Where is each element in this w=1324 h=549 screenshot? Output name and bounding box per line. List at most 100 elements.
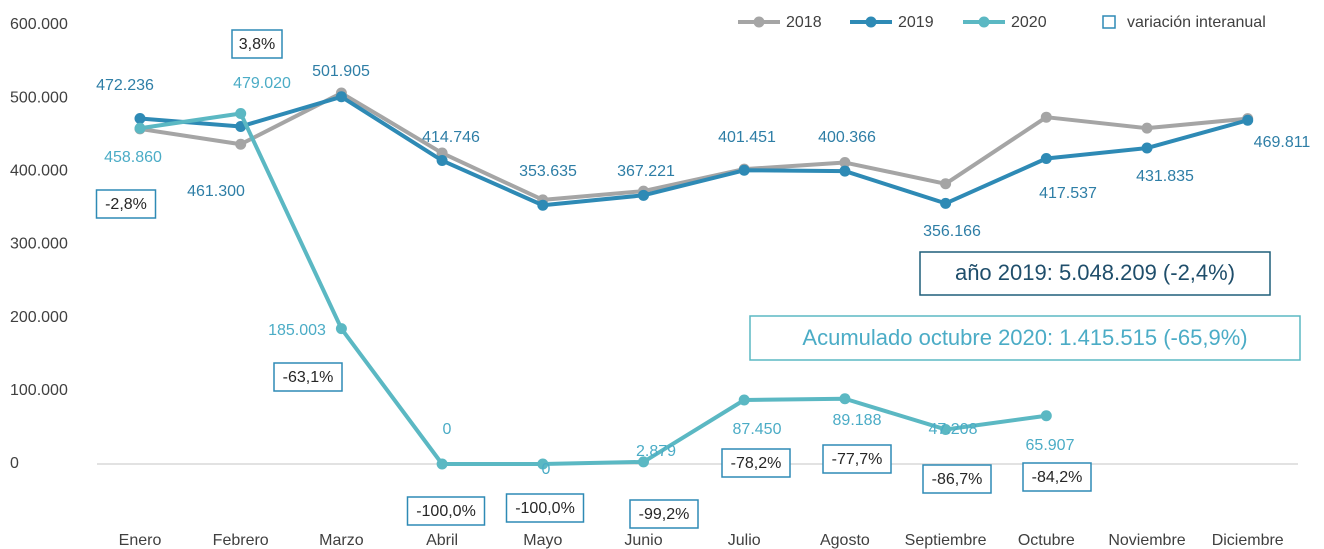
x-tick-label: Diciembre: [1212, 532, 1284, 549]
x-tick-label: Febrero: [213, 532, 269, 549]
data-label: 0: [443, 421, 452, 438]
variation-label: -77,7%: [832, 451, 883, 468]
variation-box: [822, 444, 892, 474]
point: [738, 164, 750, 176]
x-tick-label: Noviembre: [1108, 532, 1185, 549]
y-tick-label: 200.000: [10, 309, 68, 326]
variation-box: [629, 499, 699, 529]
data-label: 89.188: [833, 412, 882, 429]
x-tick-label: Julio: [728, 532, 761, 549]
variation-label: -78,2%: [731, 455, 782, 472]
point: [839, 165, 851, 177]
point: [134, 112, 146, 124]
variation-label: -99,2%: [639, 506, 690, 523]
point: [1040, 153, 1052, 165]
data-label: 367.221: [617, 163, 675, 180]
data-label: 469.811: [1254, 134, 1311, 151]
point: [1141, 122, 1153, 134]
x-tick-label: Mayo: [523, 532, 562, 549]
point: [134, 122, 146, 134]
variation-box: [1022, 462, 1092, 492]
x-tick-label: Abril: [426, 532, 458, 549]
data-label: 2.879: [636, 443, 676, 460]
y-tick-label: 600.000: [10, 16, 68, 33]
data-label: 185.003: [268, 322, 326, 339]
data-label: 501.905: [312, 63, 370, 80]
point: [839, 157, 851, 169]
variation-label: -63,1%: [283, 369, 334, 386]
point: [1242, 114, 1254, 126]
data-label: 417.537: [1039, 185, 1097, 202]
data-label: 458.860: [104, 149, 162, 166]
legend-marker: [1102, 15, 1116, 29]
data-label: 353.635: [519, 163, 577, 180]
point: [1141, 142, 1153, 154]
point: [335, 323, 347, 335]
point: [940, 423, 952, 435]
point: [436, 458, 448, 470]
data-label: 461.300: [187, 183, 245, 200]
data-label: 87.450: [733, 421, 782, 438]
data-label: 47.208: [929, 421, 978, 438]
annotation: año 2019: 5.048.209 (-2,4%): [955, 260, 1235, 285]
legend-label: variación interanual: [1127, 14, 1266, 31]
annotation: Acumulado octubre 2020: 1.415.515 (-65,9…: [802, 325, 1247, 350]
series-line: [139, 111, 1047, 466]
legend-marker: [865, 16, 877, 28]
data-label: 479.020: [233, 75, 291, 92]
y-tick-label: 300.000: [10, 236, 68, 253]
variation-box: [721, 448, 791, 478]
variation-box: [505, 493, 585, 523]
x-tick-label: Septiembre: [905, 532, 987, 549]
variation-box: [273, 362, 343, 392]
point: [335, 91, 347, 103]
point: [1040, 410, 1052, 422]
point: [537, 458, 549, 470]
point: [436, 155, 448, 167]
y-tick-label: 400.000: [10, 163, 68, 180]
point: [839, 393, 851, 405]
annotation-box: [749, 315, 1301, 361]
variation-label: -100,0%: [515, 500, 575, 517]
x-tick-label: Agosto: [820, 532, 870, 549]
data-label: 356.166: [923, 223, 981, 240]
variation-label: 3,8%: [239, 36, 275, 53]
x-tick-label: Junio: [624, 532, 662, 549]
x-tick-label: Octubre: [1018, 532, 1075, 549]
x-tick-label: Enero: [119, 532, 162, 549]
point: [235, 108, 247, 120]
point: [235, 138, 247, 150]
data-label: 65.907: [1026, 437, 1075, 454]
variation-label: -84,2%: [1032, 469, 1083, 486]
data-label: 472.236: [96, 77, 154, 94]
y-tick-label: 100.000: [10, 382, 68, 399]
variation-box: [406, 496, 486, 526]
variation-box: [231, 29, 283, 59]
legend-label: 2020: [1011, 14, 1047, 31]
x-tick-label: Marzo: [319, 532, 364, 549]
legend-label: 2019: [898, 14, 934, 31]
variation-label: -100,0%: [416, 503, 476, 520]
variation-label: -2,8%: [105, 196, 147, 213]
variation-box: [95, 189, 157, 219]
variation-box: [922, 464, 992, 494]
point: [537, 199, 549, 211]
data-label: 400.366: [818, 129, 876, 146]
point: [638, 189, 649, 201]
series-line: [139, 94, 1249, 208]
y-tick-label: 0: [10, 455, 19, 472]
variation-label: -86,7%: [932, 471, 983, 488]
y-tick-label: 500.000: [10, 89, 68, 106]
point: [1040, 111, 1052, 123]
legend-label: 2018: [786, 14, 822, 31]
data-label: 401.451: [718, 129, 776, 146]
legend-marker: [753, 16, 765, 28]
data-label: 414.746: [422, 129, 480, 146]
point: [638, 456, 649, 468]
point: [940, 178, 952, 190]
point: [940, 197, 952, 209]
annotation-box: [919, 251, 1271, 296]
point: [738, 394, 750, 406]
data-label: 431.835: [1136, 168, 1194, 185]
